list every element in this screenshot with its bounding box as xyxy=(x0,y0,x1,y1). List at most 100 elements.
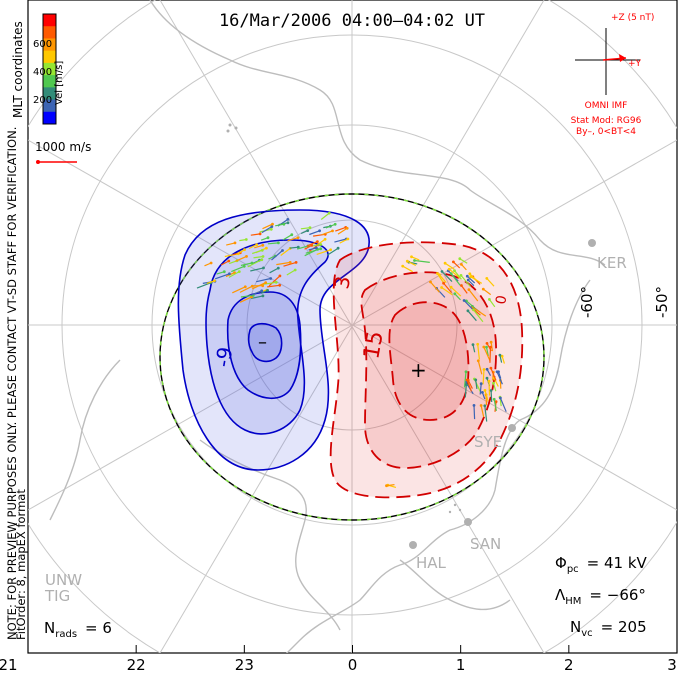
mlt-axis: 21 22 23 0 1 2 3 xyxy=(0,645,678,674)
velocity-vector xyxy=(464,384,467,398)
colorbar-ticks: 600 400 200 xyxy=(33,39,52,106)
velocity-vector-origin xyxy=(282,222,286,226)
mlt-tick-label: 3 xyxy=(667,656,677,674)
mlt-tick-label: 21 xyxy=(0,656,18,674)
station-label-san: SAN xyxy=(470,535,501,553)
velocity-vector-origin xyxy=(266,289,269,292)
velocity-vector-origin xyxy=(472,404,476,407)
velocity-vector-origin xyxy=(481,391,484,394)
velocity-vector xyxy=(300,227,311,230)
imf-y-label: +Y xyxy=(628,59,642,69)
velocity-vector-origin xyxy=(260,258,264,262)
velocity-vector xyxy=(254,244,263,249)
velocity-vector-origin xyxy=(498,353,502,357)
colorbar-segment xyxy=(43,111,56,125)
velocity-vector xyxy=(239,296,252,303)
station-label-hal: HAL xyxy=(416,554,447,572)
station-labels: KER SYE SAN HAL UNW TIG xyxy=(44,254,627,605)
velocity-vector xyxy=(309,230,320,236)
coordinate-system-label: MLT coordinates xyxy=(11,21,25,118)
velocity-vector-origin xyxy=(306,229,310,233)
velocity-vector-origin xyxy=(401,264,405,268)
velocity-vector-origin xyxy=(465,378,469,382)
velocity-vector xyxy=(402,265,413,273)
velocity-vector xyxy=(477,344,480,360)
velocity-vector-origin xyxy=(294,261,298,264)
colorbar-segment xyxy=(43,75,56,88)
velocity-vector-origin xyxy=(485,277,489,280)
imf-source: OMNI IMF xyxy=(585,101,628,111)
coastline xyxy=(49,0,606,653)
velocity-vector xyxy=(215,273,230,280)
velocity-vector xyxy=(484,405,488,422)
velocity-vector-origin xyxy=(385,484,388,488)
velocity-vector xyxy=(438,274,447,283)
velocity-vector xyxy=(499,397,507,412)
latitude-label-60: -60° xyxy=(578,286,596,318)
velocity-vector-origin xyxy=(467,288,471,291)
velocity-vector-origin xyxy=(314,246,318,250)
velocity-vector-origin xyxy=(442,281,445,285)
velocity-vector xyxy=(260,281,277,286)
velocity-vector xyxy=(450,273,461,286)
velocity-vector-origin xyxy=(265,246,268,250)
velocity-vector-origin xyxy=(274,280,278,284)
n-rads-stat: Nrads = 6 xyxy=(44,619,112,640)
velocity-vector-origin xyxy=(413,259,416,262)
station-label-tig: TIG xyxy=(44,587,70,605)
mlt-tick-label: 2 xyxy=(564,656,574,674)
velocity-vector xyxy=(468,289,479,302)
velocity-vector-origin xyxy=(261,255,265,258)
positive-contour-label-3: 3 xyxy=(329,274,355,291)
velocity-vector-origin xyxy=(489,389,493,392)
velocity-vector xyxy=(282,234,293,241)
velocity-vector xyxy=(231,265,245,273)
reference-vector-label: 1000 m/s xyxy=(35,140,91,154)
velocity-vector xyxy=(480,405,485,418)
imf-z-label: +Z (5 nT) xyxy=(611,13,654,23)
velocity-vector-origin xyxy=(483,404,487,408)
velocity-vector xyxy=(304,248,318,257)
velocity-vector xyxy=(490,367,497,381)
velocity-vector-origin xyxy=(243,248,246,252)
velocity-vector xyxy=(235,249,245,256)
velocity-vector xyxy=(485,346,489,357)
velocity-vector-origin xyxy=(327,211,331,215)
velocity-vector-origin xyxy=(405,259,409,263)
mlt-tick-label: 0 xyxy=(348,656,358,674)
velocity-vector-origin xyxy=(278,283,282,287)
velocity-vector xyxy=(271,250,283,261)
velocity-vector xyxy=(306,241,318,247)
velocity-vector-origin xyxy=(319,247,323,251)
n-vc-stat: Nvc = 205 xyxy=(570,618,647,639)
velocity-vector xyxy=(232,286,246,294)
positive-potential-cell: 3 15 0 + xyxy=(329,241,524,499)
velocity-vector-origin xyxy=(453,269,456,272)
velocity-vector xyxy=(443,282,452,293)
colorbar-tick-600: 600 xyxy=(33,39,52,50)
velocity-vector xyxy=(482,288,492,296)
velocity-vector xyxy=(467,379,473,389)
velocity-vector-origin xyxy=(233,241,237,245)
velocity-vector-origin xyxy=(269,277,273,280)
velocity-vector xyxy=(452,261,461,269)
velocity-vector xyxy=(325,223,336,229)
velocity-vector xyxy=(247,259,263,268)
velocity-vector xyxy=(459,258,468,264)
negative-contour-label: -9 xyxy=(210,345,237,369)
velocity-vector xyxy=(450,286,462,297)
velocity-vector-origin xyxy=(485,342,489,345)
velocity-vector xyxy=(472,309,484,323)
velocity-vector-origin xyxy=(464,370,468,374)
velocity-vector-origin xyxy=(286,221,290,225)
velocity-vector xyxy=(463,300,474,311)
velocity-vector xyxy=(239,285,253,293)
colorbar-segment xyxy=(43,50,56,64)
velocity-vector-origin xyxy=(255,243,259,247)
fit-statistics: Φpc = 41 kV ΛHM = −66° Nvc = 205 Nrads = 6 xyxy=(44,554,648,640)
velocity-vector xyxy=(448,268,461,280)
colorbar-segment xyxy=(43,26,56,39)
velocity-vector xyxy=(463,371,467,388)
velocity-vector-origin xyxy=(264,281,268,284)
reference-vector-dot xyxy=(36,160,40,164)
